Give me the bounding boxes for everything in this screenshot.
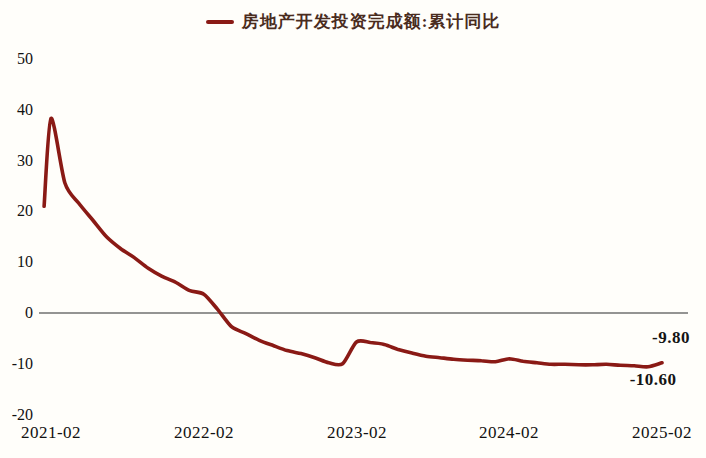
- y-tick-label: 10: [0, 253, 33, 271]
- y-tick-label: 20: [0, 202, 33, 220]
- series-line: [44, 118, 662, 367]
- x-tick-label: 2024-02: [479, 423, 539, 443]
- x-tick-label: 2021-02: [21, 423, 81, 443]
- y-tick-label: 50: [0, 50, 33, 68]
- line-plot: [0, 0, 706, 458]
- data-label-latest: -9.80: [652, 328, 690, 348]
- data-label-previous: -10.60: [630, 370, 677, 390]
- y-tick-label: -10: [0, 355, 33, 373]
- y-tick-label: -20: [0, 406, 33, 424]
- x-tick-label: 2022-02: [174, 423, 234, 443]
- y-tick-label: 40: [0, 101, 33, 119]
- x-tick-label: 2023-02: [327, 423, 387, 443]
- x-tick-label: 2025-02: [632, 423, 692, 443]
- chart-container: 房地产开发投资完成额:累计同比 50403020100-10-20 2021-0…: [0, 0, 706, 458]
- y-tick-label: 30: [0, 152, 33, 170]
- y-tick-label: 0: [0, 304, 33, 322]
